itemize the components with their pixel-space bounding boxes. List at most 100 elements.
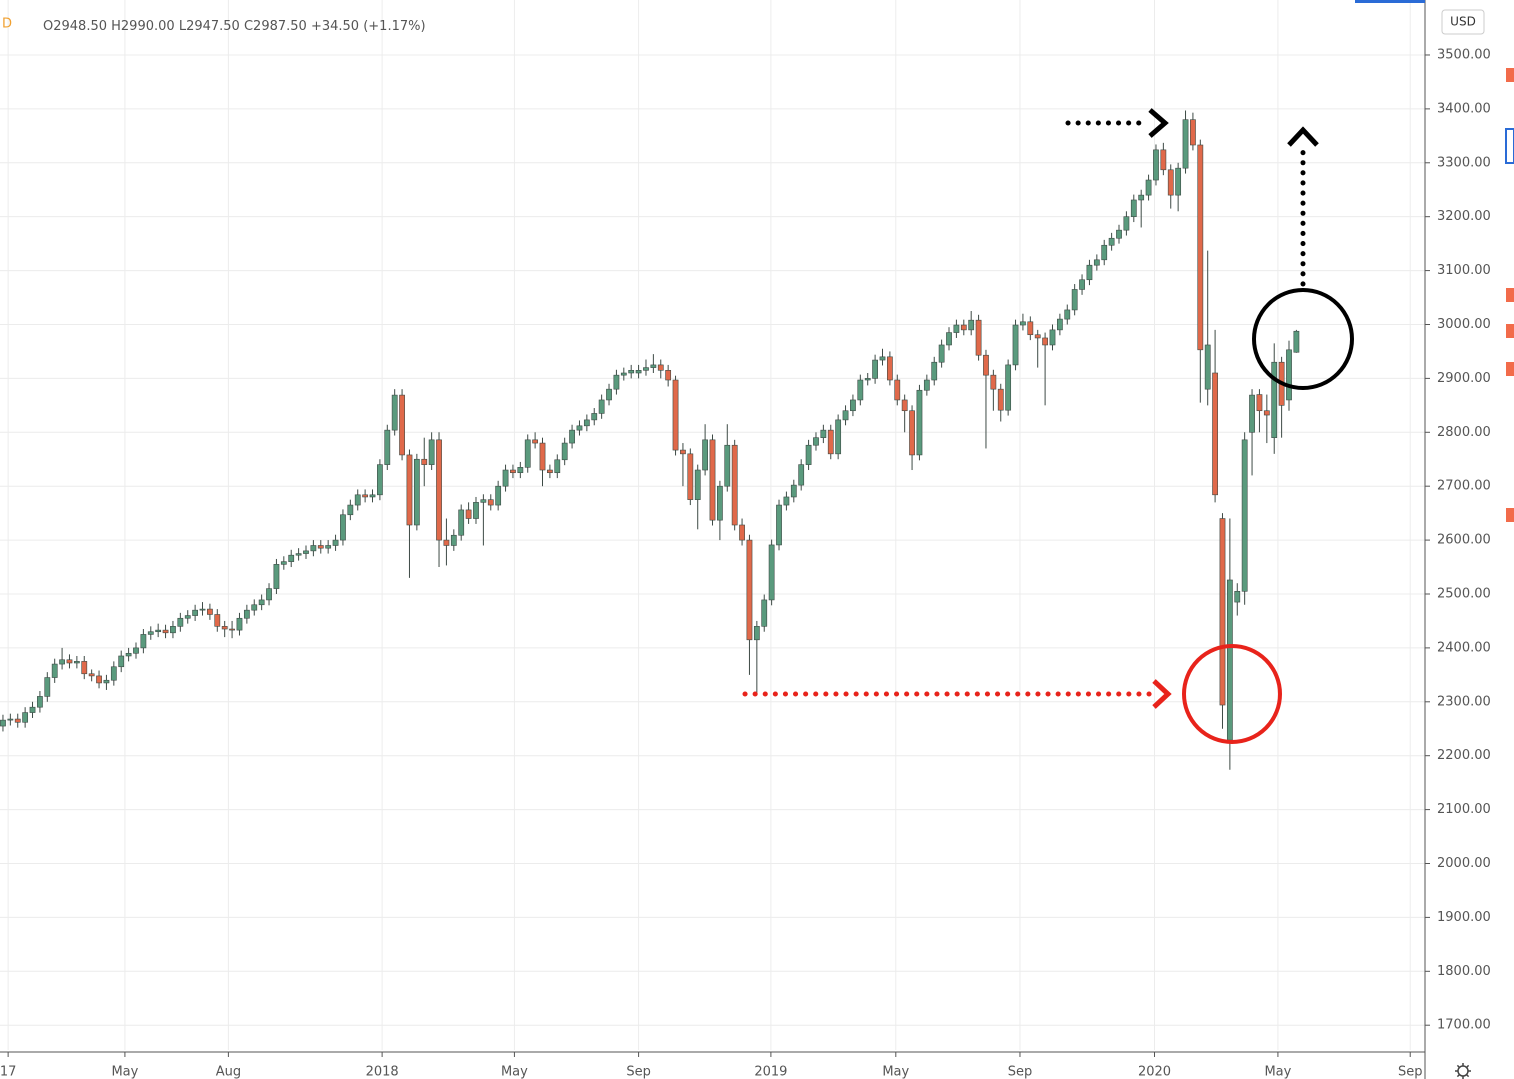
candle-body <box>303 550 309 554</box>
candle-body <box>946 332 952 346</box>
candle-body <box>1130 199 1137 217</box>
candle-body <box>96 675 102 684</box>
candle-body <box>894 379 901 401</box>
candle-body <box>687 453 694 500</box>
candle-body <box>384 429 391 465</box>
arrow-head <box>1152 679 1172 709</box>
candle-body <box>1079 279 1085 290</box>
candle-body <box>680 449 686 455</box>
candle-body <box>1293 330 1300 353</box>
candle-body <box>1012 324 1019 366</box>
candle-body <box>14 718 21 723</box>
x-tick-label: 2020 <box>1138 1065 1171 1079</box>
candle-body <box>517 467 524 474</box>
candle-body <box>569 429 575 444</box>
candle-body <box>724 444 731 487</box>
candle-body <box>835 419 842 455</box>
candle-body <box>295 553 302 556</box>
candle-body <box>118 655 125 668</box>
candle-body <box>214 614 221 627</box>
candle-body <box>221 626 228 630</box>
marker <box>1505 128 1514 164</box>
interval: D <box>2 17 12 32</box>
candle-body <box>1219 518 1226 706</box>
candle-body <box>717 485 723 521</box>
candle-body <box>266 588 272 601</box>
candle-body <box>813 437 819 446</box>
candle-body <box>140 634 147 649</box>
candle-body <box>864 378 871 381</box>
candle-body <box>879 356 886 361</box>
candle-body <box>561 442 568 461</box>
candle-body <box>184 615 191 619</box>
candle-body <box>162 629 169 634</box>
candle-body <box>1005 364 1012 411</box>
candle-body <box>709 439 716 521</box>
candle-body <box>776 504 782 546</box>
candle-body <box>606 388 612 401</box>
candle-body <box>746 539 753 641</box>
candle-body <box>591 413 598 421</box>
arrow-head <box>1148 108 1169 138</box>
candle-body <box>731 444 738 526</box>
y-tick-label: 3100.00 <box>1437 263 1491 278</box>
settings-icon[interactable] <box>1455 1063 1471 1079</box>
candle-body <box>458 509 465 536</box>
candle-body <box>1263 410 1270 416</box>
candle-body <box>768 544 775 601</box>
side-markers <box>1505 68 1514 522</box>
candle-body <box>613 374 620 390</box>
candle-body <box>643 367 649 371</box>
candle-body <box>968 319 975 331</box>
candle-body <box>73 661 80 664</box>
candle-body <box>251 604 258 611</box>
arrow-head <box>1287 126 1319 147</box>
y-tick-label: 2200.00 <box>1437 748 1491 763</box>
candle-body <box>487 499 494 506</box>
legend-high: H2990.00 <box>111 19 175 34</box>
candle-body <box>554 459 561 474</box>
x-tick-label: May <box>501 1065 528 1079</box>
candle-body <box>820 429 827 438</box>
candle-body <box>960 324 967 331</box>
candle-body <box>1197 144 1204 351</box>
candle-body <box>44 677 51 697</box>
y-tick-label: 2500.00 <box>1437 586 1491 601</box>
x-tick-label: 2018 <box>366 1065 399 1079</box>
candle-body <box>243 609 250 619</box>
candle-body <box>953 324 960 333</box>
candle-body <box>354 494 361 506</box>
candle-body <box>990 374 997 390</box>
candle-body <box>916 389 923 456</box>
candle-body <box>1167 169 1174 196</box>
candle-body <box>1286 349 1292 401</box>
candle-body <box>495 485 502 506</box>
candle-body <box>539 442 546 471</box>
y-tick-label: 2900.00 <box>1437 371 1491 386</box>
candle-body <box>450 534 457 546</box>
candle-body <box>428 439 435 465</box>
candle-body <box>524 439 531 468</box>
candle-body <box>325 545 332 549</box>
candle-body <box>850 399 856 412</box>
toolbar-accent <box>1355 0 1425 3</box>
candle-body <box>1153 149 1159 181</box>
candle-body <box>377 464 383 496</box>
candle-body <box>406 454 413 526</box>
y-tick-label: 3000.00 <box>1437 317 1491 332</box>
candle-body <box>413 458 420 526</box>
candle-body <box>22 712 29 723</box>
currency-box[interactable] <box>1441 9 1485 35</box>
candle-body <box>340 514 346 541</box>
x-tick-label: Aug <box>216 1065 241 1079</box>
legend-low: L2947.50 <box>179 19 240 34</box>
candle-body <box>827 429 834 455</box>
candle-body <box>332 539 339 546</box>
candle-body <box>273 564 280 589</box>
y-tick-label: 1900.00 <box>1437 910 1491 925</box>
candle-body <box>1123 216 1130 231</box>
axes: 1700.00 1800.00 1900.00 2000.00 2100.00 2200.… <box>0 47 1491 1079</box>
candle-body <box>436 439 442 541</box>
candle-body <box>532 439 539 444</box>
